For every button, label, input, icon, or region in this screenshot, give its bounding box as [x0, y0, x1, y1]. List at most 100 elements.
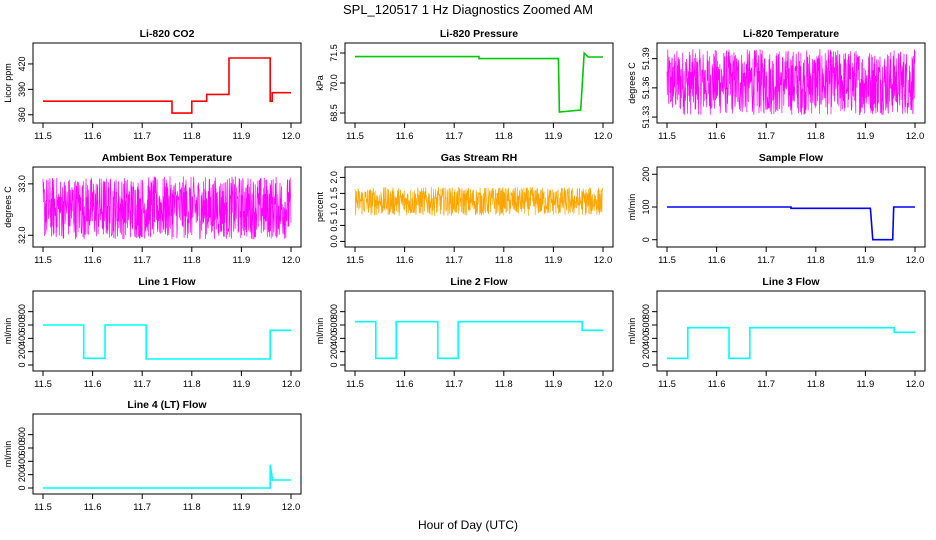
y-tick-label: 200	[641, 344, 651, 359]
x-tick-label: 12.0	[282, 255, 301, 266]
data-series-1	[43, 57, 291, 114]
plot-frame	[32, 42, 302, 124]
y-tick-label: 800	[641, 304, 651, 319]
plot-frame	[32, 166, 302, 248]
y-tick-label: 1.5	[329, 187, 339, 200]
x-tick-label: 11.7	[445, 255, 463, 266]
x-tick-label: 11.9	[857, 255, 875, 266]
chart-panel-1: Li-820 CO2 11.5 11.6 11.7 11.8 11.9 12.0 360 390…	[3, 28, 302, 142]
x-tick-label: 11.9	[233, 502, 251, 513]
panel-title: Sample Flow	[759, 152, 824, 164]
y-tick-label: 0	[641, 362, 651, 367]
x-tick-label: 11.9	[233, 379, 251, 390]
plot-frame	[656, 290, 926, 372]
x-tick-label: 11.8	[807, 255, 825, 266]
chart-panel-7: Line 1 Flow 11.5 11.6 11.7 11.8 11.9 12.0 0 2004…	[3, 276, 302, 390]
x-tick-label: 12.0	[282, 502, 301, 513]
panel-title: Line 3 Flow	[762, 276, 820, 288]
chart-panel-8: Line 2 Flow 11.5 11.6 11.7 11.8 11.9 12.0 0 2004…	[315, 276, 614, 390]
x-tick-label: 11.7	[445, 131, 463, 142]
x-tick-label: 11.7	[133, 255, 151, 266]
y-tick-label: 51.39	[641, 47, 651, 70]
x-tick-label: 11.5	[346, 255, 364, 266]
x-tick-label: 11.7	[757, 131, 775, 142]
y-axis-label: ml/min	[315, 318, 325, 345]
y-tick-label: 200	[329, 344, 339, 359]
x-tick-label: 11.5	[658, 131, 676, 142]
y-tick-label: 0	[17, 362, 27, 367]
y-tick-label: 400	[329, 331, 339, 346]
plot-frame	[32, 290, 302, 372]
y-tick-label: 71.5	[329, 44, 339, 62]
x-tick-label: 12.0	[282, 379, 301, 390]
plot-frame	[656, 42, 926, 124]
data-series-1	[42, 176, 292, 240]
y-tick-label: 800	[17, 304, 27, 319]
x-tick-label: 11.5	[34, 379, 52, 390]
y-tick-label: 420	[17, 56, 27, 71]
x-tick-label: 11.6	[396, 255, 414, 266]
plot-frame	[344, 290, 614, 372]
x-tick-label: 11.7	[133, 379, 151, 390]
x-tick-label: 12.0	[282, 131, 301, 142]
chart-panel-3: Li-820 Temperature 11.5 11.6 11.7 11.8 11.9 12…	[627, 28, 926, 142]
chart-panel-10: Line 4 (LT) Flow 11.5 11.6 11.7 11.8 11.9 12.0…	[3, 399, 302, 513]
x-tick-label: 11.8	[807, 131, 825, 142]
x-tick-label: 11.7	[757, 379, 775, 390]
x-tick-label: 11.6	[396, 131, 414, 142]
plot-frame	[32, 413, 302, 495]
x-tick-label: 11.9	[545, 255, 563, 266]
chart-panel-2: Li-820 Pressure 11.5 11.6 11.7 11.8 11.9 12.0 6…	[315, 28, 614, 142]
x-tick-label: 11.8	[183, 379, 201, 390]
y-tick-label: 51.36	[641, 77, 651, 100]
y-tick-label: 2.0	[329, 171, 339, 184]
x-tick-label: 11.5	[34, 255, 52, 266]
x-tick-label: 12.0	[906, 131, 925, 142]
x-tick-label: 12.0	[906, 379, 925, 390]
y-tick-label: 200	[17, 344, 27, 359]
x-tick-label: 11.6	[84, 255, 102, 266]
chart-panel-4: Ambient Box Temperature 11.5 11.6 11.7 11.8 1…	[3, 152, 302, 266]
data-series-1	[43, 324, 291, 360]
y-tick-label: 0	[17, 485, 27, 490]
y-tick-label: 400	[641, 331, 651, 346]
panel-title: Li-820 Pressure	[440, 28, 518, 40]
x-tick-label: 11.5	[34, 131, 52, 142]
data-series-1	[667, 326, 915, 360]
x-tick-label: 11.7	[757, 255, 775, 266]
x-tick-label: 11.5	[346, 379, 364, 390]
y-tick-label: 51.33	[641, 106, 651, 129]
y-axis-label: percent	[315, 191, 325, 222]
x-tick-label: 11.7	[133, 131, 151, 142]
panel-title: Li-820 CO2	[140, 28, 195, 40]
y-tick-label: 70.0	[329, 74, 339, 92]
y-tick-label: 600	[641, 317, 651, 332]
x-tick-label: 11.8	[807, 379, 825, 390]
y-tick-label: 32.0	[17, 227, 27, 245]
panel-title: Line 1 Flow	[138, 276, 196, 288]
y-tick-label: 100	[641, 199, 651, 214]
x-tick-label: 11.5	[658, 379, 676, 390]
x-tick-label: 11.8	[183, 131, 201, 142]
x-tick-label: 11.6	[708, 255, 726, 266]
x-tick-label: 11.7	[133, 502, 151, 513]
y-tick-label: 1.0	[329, 203, 339, 216]
y-tick-label: 360	[17, 107, 27, 122]
data-series-1	[667, 206, 915, 241]
x-tick-label: 11.5	[346, 131, 364, 142]
x-tick-label: 11.6	[84, 131, 102, 142]
panel-title: Line 2 Flow	[450, 276, 508, 288]
y-tick-label: 0	[329, 362, 339, 367]
y-tick-label: 800	[329, 304, 339, 319]
x-tick-label: 11.5	[34, 502, 52, 513]
y-tick-label: 600	[17, 317, 27, 332]
y-axis-label: ml/min	[627, 318, 637, 345]
data-series-1	[355, 320, 603, 360]
x-tick-label: 11.6	[84, 379, 102, 390]
x-tick-label: 11.9	[857, 131, 875, 142]
y-axis-label: ml/min	[3, 441, 13, 468]
y-axis-label: ml/min	[3, 318, 13, 345]
y-tick-label: 68.5	[329, 104, 339, 122]
x-tick-label: 11.6	[708, 379, 726, 390]
